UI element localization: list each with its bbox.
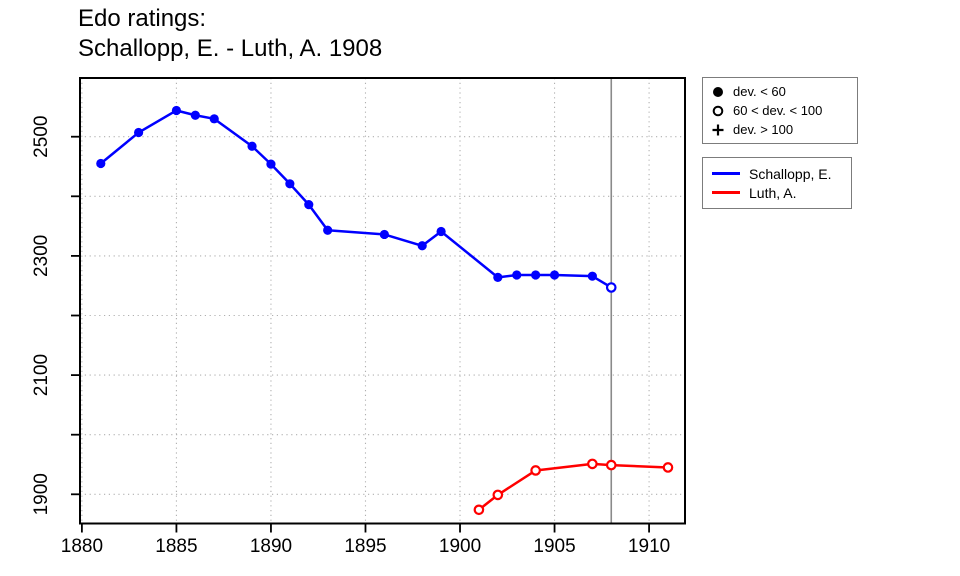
data-point-schallopp-e-1893: [323, 225, 333, 235]
data-point-luth-a-1911: [662, 462, 674, 473]
filled-circle-icon: [703, 85, 733, 99]
x-tick-label: 1885: [155, 536, 197, 557]
plot-box: [79, 77, 686, 525]
series-line-schallopp-e: [100, 109, 612, 289]
legend-row-dev-lt-60: dev. < 60: [703, 82, 857, 101]
series-name: Schallopp, E.: [749, 165, 832, 182]
data-point-luth-a-1907: [587, 458, 598, 470]
y-tick-label: 1900: [31, 473, 52, 515]
y-tick-label: 2300: [31, 235, 52, 277]
legend-row-dev-60-100: 60 < dev. < 100: [703, 101, 857, 120]
series-line-sample-icon: [703, 191, 749, 194]
x-tick-label: 1910: [628, 536, 670, 557]
data-point-schallopp-e-1902: [493, 272, 503, 282]
data-point-schallopp-e-1896: [379, 229, 389, 240]
x-tick-label: 1895: [344, 536, 386, 557]
data-point-schallopp-e-1886: [190, 110, 200, 120]
data-point-schallopp-e-1885: [171, 105, 182, 116]
x-tick-label: 1880: [61, 536, 103, 557]
legend-series: Schallopp, E. Luth, A.: [702, 157, 852, 209]
data-point-schallopp-e-1883: [134, 127, 144, 138]
data-point-schallopp-e-1892: [304, 200, 314, 210]
data-point-schallopp-e-1890: [266, 159, 276, 169]
data-point-schallopp-e-1898: [417, 241, 427, 251]
legend-row-luth: Luth, A.: [703, 183, 851, 202]
data-point-schallopp-e-1889: [247, 141, 257, 151]
chart-title: Edo ratings: Schallopp, E. - Luth, A. 19…: [78, 4, 382, 64]
chart-title-line1: Edo ratings:: [78, 5, 207, 32]
data-point-luth-a-1902: [492, 489, 504, 501]
plus-icon: [703, 123, 733, 137]
series-line-luth-a: [478, 462, 669, 511]
x-tick-label: 1890: [250, 536, 292, 557]
legend-label: dev. < 60: [733, 84, 786, 99]
legend-label: dev. > 100: [733, 122, 794, 137]
series-name: Luth, A.: [749, 184, 797, 201]
legend-row-schallopp: Schallopp, E.: [703, 164, 851, 183]
data-point-schallopp-e-1881: [96, 158, 106, 169]
data-point-schallopp-e-1907: [587, 271, 597, 281]
open-circle-icon: [703, 104, 733, 118]
data-point-schallopp-e-1905: [549, 270, 560, 280]
data-point-schallopp-e-1903: [512, 270, 522, 280]
data-point-luth-a-1901: [473, 504, 485, 516]
y-tick-label: 2500: [31, 116, 52, 158]
chart-title-line2: Schallopp, E. - Luth, A. 1908: [78, 35, 383, 62]
y-tick-label: 2100: [31, 354, 52, 396]
data-point-schallopp-e-1908: [605, 282, 617, 293]
data-point-luth-a-1904: [530, 465, 541, 476]
legend-row-dev-gt-100: dev. > 100: [703, 120, 857, 139]
legend-label: 60 < dev. < 100: [733, 103, 823, 118]
x-tick-label: 1905: [533, 536, 575, 557]
x-tick-label: 1900: [439, 536, 481, 557]
legend-deviation: dev. < 60 60 < dev. < 100 dev. > 100: [702, 77, 858, 144]
data-point-schallopp-e-1904: [531, 270, 541, 280]
series-line-sample-icon: [703, 172, 749, 175]
data-point-luth-a-1908: [605, 459, 617, 471]
data-point-schallopp-e-1891: [285, 179, 295, 189]
data-point-schallopp-e-1887: [209, 114, 219, 124]
data-point-schallopp-e-1899: [436, 226, 446, 237]
